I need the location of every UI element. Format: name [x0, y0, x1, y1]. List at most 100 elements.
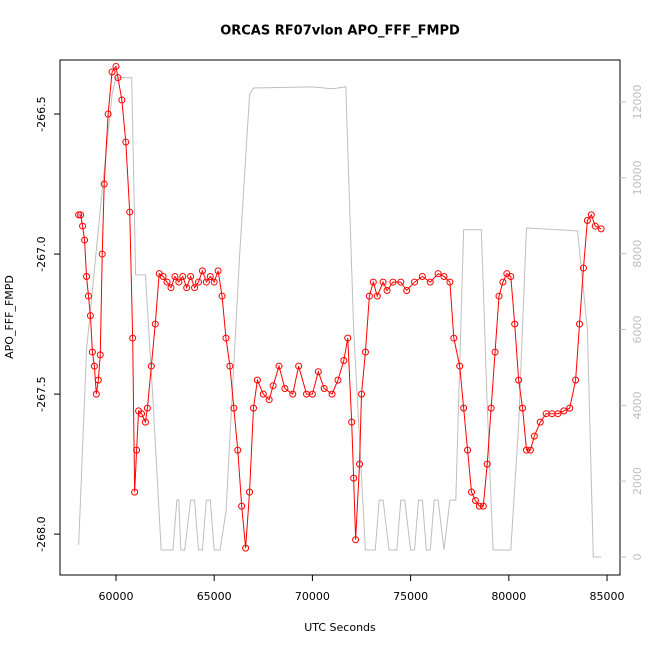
data-point: [499, 278, 507, 286]
data-point: [202, 278, 210, 286]
data-point: [450, 334, 458, 342]
data-point: [171, 272, 179, 280]
data-point: [361, 348, 369, 356]
data-point: [468, 488, 476, 496]
x-tick-label: 60000: [98, 590, 133, 603]
data-point: [566, 404, 574, 412]
data-point: [79, 222, 87, 230]
data-point: [126, 208, 134, 216]
data-point: [295, 362, 303, 370]
data-point: [519, 404, 527, 412]
data-point: [218, 292, 226, 300]
data-point: [365, 292, 373, 300]
data-point: [90, 362, 98, 370]
data-point: [83, 272, 91, 280]
data-point: [210, 278, 218, 286]
data-point: [194, 278, 202, 286]
data-point: [536, 418, 544, 426]
data-point: [591, 222, 599, 230]
data-point: [129, 334, 137, 342]
data-point: [275, 362, 283, 370]
data-point: [198, 267, 206, 275]
data-point: [348, 418, 356, 426]
data-point: [403, 286, 411, 294]
y-tick-label: -267.5: [35, 376, 48, 411]
data-point: [426, 278, 434, 286]
data-point: [269, 382, 277, 390]
data-point: [138, 410, 146, 418]
data-point: [328, 390, 336, 398]
data-point: [373, 292, 381, 300]
y2-tick-label: 12000: [631, 85, 644, 120]
data-point: [479, 502, 487, 510]
data-point: [511, 320, 519, 328]
data-point: [114, 74, 122, 82]
data-point: [141, 418, 149, 426]
data-point: [214, 267, 222, 275]
y2-tick-label: 10000: [631, 160, 644, 195]
data-point: [238, 502, 246, 510]
y2-tick-label: 2000: [631, 467, 644, 495]
data-point: [379, 278, 387, 286]
data-point: [242, 544, 250, 552]
data-point: [530, 432, 538, 440]
data-point: [77, 211, 85, 219]
data-point: [94, 376, 102, 384]
data-point: [523, 446, 531, 454]
data-point: [350, 474, 358, 482]
data-point: [446, 278, 454, 286]
data-point: [191, 284, 199, 292]
data-point: [86, 312, 94, 320]
data-point: [314, 368, 322, 376]
data-point: [98, 250, 106, 258]
data-point: [340, 356, 348, 364]
data-point: [397, 278, 405, 286]
data-point: [456, 362, 464, 370]
data-point: [460, 404, 468, 412]
x-tick-label: 80000: [491, 590, 526, 603]
data-point: [92, 390, 100, 398]
data-point: [515, 376, 523, 384]
data-point: [576, 320, 584, 328]
data-point: [206, 272, 214, 280]
data-point: [583, 216, 591, 224]
data-point: [411, 278, 419, 286]
plot-frame: [59, 59, 621, 576]
series-line: [78, 77, 602, 558]
y2-tick-label: 8000: [631, 240, 644, 268]
y2-tick-label: 6000: [631, 316, 644, 344]
data-point: [112, 62, 120, 70]
data-point: [526, 446, 534, 454]
data-point: [253, 376, 261, 384]
data-point: [356, 460, 364, 468]
data-point: [281, 384, 289, 392]
data-point: [597, 225, 605, 233]
y-tick-label: -266.5: [35, 96, 48, 131]
data-point: [187, 272, 195, 280]
data-point: [143, 404, 151, 412]
data-point: [464, 446, 472, 454]
x-tick-label: 70000: [295, 590, 330, 603]
data-point: [308, 390, 316, 398]
data-point: [147, 362, 155, 370]
data-point: [163, 278, 171, 286]
data-point: [560, 407, 568, 415]
y2-tick-label: 0: [631, 553, 644, 560]
data-point: [246, 488, 254, 496]
data-point: [183, 284, 191, 292]
data-point: [226, 362, 234, 370]
data-point: [383, 286, 391, 294]
data-point: [81, 236, 89, 244]
data-point: [122, 138, 130, 146]
data-point: [507, 272, 515, 280]
data-point: [471, 497, 479, 505]
data-point: [344, 334, 352, 342]
data-point: [418, 272, 426, 280]
data-point: [234, 446, 242, 454]
x-tick-label: 75000: [393, 590, 428, 603]
data-point: [389, 278, 397, 286]
data-point: [572, 376, 580, 384]
data-point: [118, 96, 126, 104]
